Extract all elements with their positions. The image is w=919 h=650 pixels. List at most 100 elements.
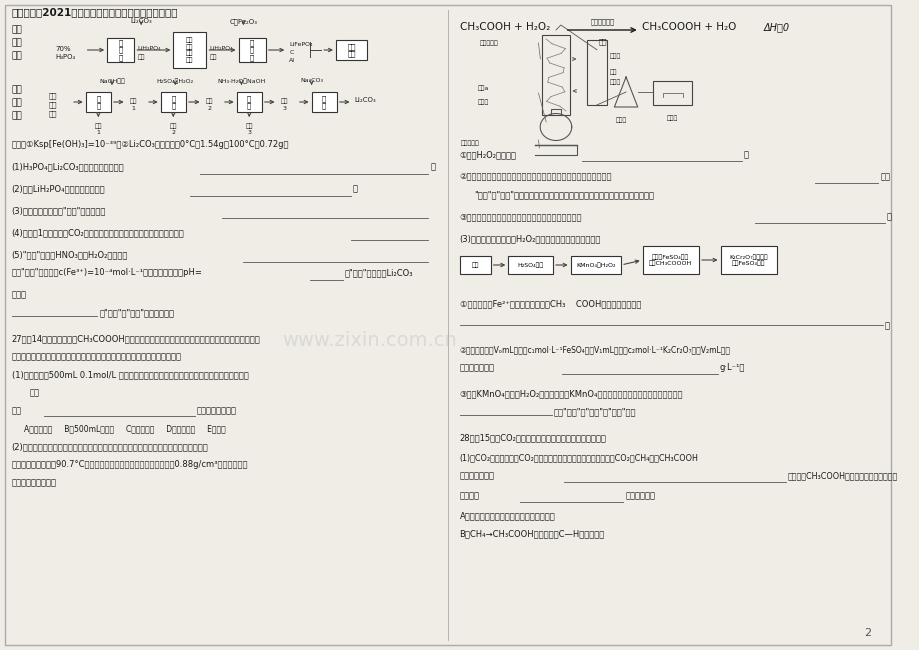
Text: 仪器: 仪器 (12, 406, 22, 415)
Text: LiFePO₄: LiFePO₄ (289, 42, 312, 47)
Bar (312, 92, 336, 112)
Text: 滤液: 滤液 (95, 123, 102, 129)
Text: 电池: 电池 (49, 101, 57, 108)
Text: 废旧: 废旧 (49, 92, 57, 99)
Text: 蛇形冷凝管: 蛇形冷凝管 (479, 40, 498, 46)
Text: 电池: 电池 (12, 98, 22, 107)
Text: (1)实验室配制500mL 0.1mol/L 过氧乙酸溶液时，除需使用烧杯和玻璃棒外，还要用到以下: (1)实验室配制500mL 0.1mol/L 过氧乙酸溶液时，除需使用烧杯和玻璃… (12, 370, 248, 379)
Text: 加过量FeSO₄溶液
还原CH₃COOOH: 加过量FeSO₄溶液 还原CH₃COOOH (649, 254, 692, 266)
Text: 仪器a: 仪器a (477, 85, 488, 90)
Text: 1: 1 (131, 106, 135, 111)
Text: 固体酸催化剂: 固体酸催化剂 (590, 18, 614, 25)
Bar (161, 92, 186, 112)
Text: （"冷水"或"热水"）进行洗涤。: （"冷水"或"热水"）进行洗涤。 (99, 308, 174, 317)
Text: CH₃COOH + H₂O₂: CH₃COOH + H₂O₂ (460, 22, 550, 32)
Text: 温度计: 温度计 (609, 53, 620, 58)
Text: ，"沉锂"时，所得Li₂CO₃: ，"沉锂"时，所得Li₂CO₃ (345, 268, 413, 277)
Text: （填"偏高"、"偏低"或"不变"）。: （填"偏高"、"偏低"或"不变"）。 (553, 407, 636, 416)
Text: 取样: 取样 (471, 262, 479, 268)
Text: 反应瓶: 反应瓶 (477, 99, 488, 105)
Text: 3: 3 (282, 106, 286, 111)
Text: 缓冲瓶: 缓冲瓶 (615, 117, 626, 123)
Bar (720, 246, 777, 274)
Text: 正确的是: 正确的是 (460, 491, 479, 500)
Text: 反
应
器: 反 应 器 (250, 39, 254, 61)
Bar (652, 81, 691, 105)
Text: H₂SO₄、H₂O₂: H₂SO₄、H₂O₂ (156, 78, 194, 84)
Text: 生产: 生产 (12, 25, 22, 34)
Text: H₂SO₄酸化: H₂SO₄酸化 (517, 262, 543, 268)
Text: Al: Al (289, 58, 295, 63)
Text: K₂Cr₂O₇溶液滴定
剩余FeSO₄溶液: K₂Cr₂O₇溶液滴定 剩余FeSO₄溶液 (729, 254, 767, 266)
Text: LiH₂PO₄: LiH₂PO₄ (210, 46, 233, 51)
Text: 。若"沉铁"后溶液中c(Fe³⁺)=10⁻⁴mol·L⁻¹，则该过程应调节pH=: 。若"沉铁"后溶液中c(Fe³⁺)=10⁻⁴mol·L⁻¹，则该过程应调节pH= (12, 268, 202, 277)
Text: 过氧乙酸含量为: 过氧乙酸含量为 (460, 363, 494, 372)
Text: g·L⁻¹。: g·L⁻¹。 (719, 363, 744, 372)
Text: 水形成共沸物（沸点90.7°C）及时分离出水，已知乙酸丁酯的密度为0.88g/cm³，难溶于水，: 水形成共沸物（沸点90.7°C）及时分离出水，已知乙酸丁酯的密度为0.88g/c… (12, 460, 248, 469)
Text: 反
应
器: 反 应 器 (119, 39, 123, 61)
Text: ΔH＜0: ΔH＜0 (763, 22, 789, 32)
Text: 滤液: 滤液 (169, 123, 176, 129)
Text: KMnO₄除H₂O₂: KMnO₄除H₂O₂ (575, 262, 615, 268)
Bar (586, 40, 606, 105)
Text: 的化学方程式为: 的化学方程式为 (460, 471, 494, 480)
Bar (541, 35, 569, 115)
Text: 正极: 正极 (12, 51, 22, 60)
Text: 溶液: 溶液 (137, 54, 144, 60)
Text: 3: 3 (247, 130, 251, 135)
Text: 70%: 70% (55, 46, 71, 52)
Text: 2: 2 (863, 628, 870, 638)
Text: ①过氧乙酸被Fe²⁺还原，产物之一为CH₃    COOH，其离子方程式为: ①过氧乙酸被Fe²⁺还原，产物之一为CH₃ COOH，其离子方程式为 (460, 299, 641, 308)
Text: ③若用KMnO₄溶液除H₂O₂时，不慎加入KMnO₄过量，则导致最终测定过氧乙酸的含量: ③若用KMnO₄溶液除H₂O₂时，不慎加入KMnO₄过量，则导致最终测定过氧乙酸… (460, 389, 682, 398)
Text: （填: （填 (879, 172, 890, 181)
Text: (5)"酸浸"时若用HNO₃代替H₂O₂，缺点是: (5)"酸浸"时若用HNO₃代替H₂O₂，缺点是 (12, 250, 128, 259)
Text: NH₃·H₂O、NaOH: NH₃·H₂O、NaOH (217, 78, 266, 84)
Text: 。: 。 (352, 184, 357, 193)
Text: ①写出H₂O₂的电子式: ①写出H₂O₂的电子式 (460, 150, 516, 159)
Text: 。（填字母）: 。（填字母） (624, 491, 654, 500)
Text: C: C (289, 50, 293, 55)
Text: ，在合成CH₃COOH的反应中，下列有关说法: ，在合成CH₃COOH的反应中，下列有关说法 (787, 471, 897, 480)
Text: 实验装置如图所示。: 实验装置如图所示。 (12, 478, 57, 487)
Text: Li₂CO₃: Li₂CO₃ (130, 18, 152, 24)
Text: 回收: 回收 (12, 85, 22, 94)
Text: （填字母标号）。: （填字母标号）。 (197, 406, 236, 415)
Text: 27．（14分）过氧乙酸（CH₃COOOH）是无色易挥发，易溶于水的液体，变热易分解，有强烈刺激: 27．（14分）过氧乙酸（CH₃COOOH）是无色易挥发，易溶于水的液体，变热易… (12, 334, 260, 343)
Text: 晶体: 晶体 (210, 54, 217, 60)
Bar (335, 40, 367, 60)
Text: 恒温搅拌器: 恒温搅拌器 (460, 140, 479, 146)
Text: (3)写出一条可以提高"碱浸"效率的措施: (3)写出一条可以提高"碱浸"效率的措施 (12, 206, 106, 215)
Text: 沉
锂: 沉 锂 (322, 95, 326, 109)
Text: 沉
铁: 沉 铁 (247, 95, 251, 109)
Text: ③反应体系采用减压的目的是降低共沸物的沸点，防止: ③反应体系采用减压的目的是降低共沸物的沸点，防止 (460, 212, 582, 221)
Text: 滤液: 滤液 (280, 98, 288, 103)
Text: 。: 。 (886, 212, 891, 221)
Text: 宁夏中卫市2021届高三化学下学期第三次模拟考试试题: 宁夏中卫市2021届高三化学下学期第三次模拟考试试题 (12, 7, 178, 17)
Text: 滤液: 滤液 (245, 123, 253, 129)
Text: 分离器: 分离器 (609, 79, 620, 84)
Text: 酸
浸: 酸 浸 (171, 95, 176, 109)
Text: ，: ， (430, 162, 435, 171)
Text: 电池
正极: 电池 正极 (346, 43, 356, 57)
Text: CH₃COOOH + H₂O: CH₃COOOH + H₂O (641, 22, 735, 32)
Bar (173, 32, 206, 68)
Bar (642, 246, 698, 274)
Text: 滤液: 滤液 (130, 98, 137, 103)
Text: (1)由CO₂转化为乙酸是CO₂资源化利用的重要方法，在催化作用下CO₂和CH₄合成CH₃COOH: (1)由CO₂转化为乙酸是CO₂资源化利用的重要方法，在催化作用下CO₂和CH₄… (460, 453, 698, 462)
Text: 应选择: 应选择 (12, 290, 27, 299)
Text: A．利用催化剂可以使反应的平衡常数增大: A．利用催化剂可以使反应的平衡常数增大 (460, 511, 555, 520)
Text: B．CH₄→CH₃COOH过程中，有C—H键发生断裂: B．CH₄→CH₃COOH过程中，有C—H键发生断裂 (460, 529, 604, 538)
Text: NaOH溶液: NaOH溶液 (99, 78, 125, 84)
Text: 电池: 电池 (12, 38, 22, 47)
Text: A．分液漏斗     B．500mL量量瓶     C．普通漏斗     D．胶头滴管     E．量筒: A．分液漏斗 B．500mL量量瓶 C．普通漏斗 D．胶头滴管 E．量筒 (24, 424, 226, 433)
Text: H₃PO₄: H₃PO₄ (55, 54, 75, 60)
Text: 正极: 正极 (49, 110, 57, 116)
Text: 滤液: 滤液 (205, 98, 213, 103)
Text: 加热: 加热 (597, 38, 607, 45)
Text: 油水: 油水 (609, 70, 617, 75)
Text: www.zixin.com.cn: www.zixin.com.cn (282, 330, 457, 350)
Text: 2: 2 (171, 130, 176, 135)
Text: ②若样品体积为VₒmL，加入c₁mol·L⁻¹FeSO₄溶液V₁mL，消耗c₂mol·L⁻¹K₂Cr₂O₇溶液V₂mL，则: ②若样品体积为VₒmL，加入c₁mol·L⁻¹FeSO₄溶液V₁mL，消耗c₂m… (460, 345, 730, 354)
Text: C、Fe₂O₃: C、Fe₂O₃ (229, 18, 257, 25)
Text: 。: 。 (743, 150, 748, 159)
